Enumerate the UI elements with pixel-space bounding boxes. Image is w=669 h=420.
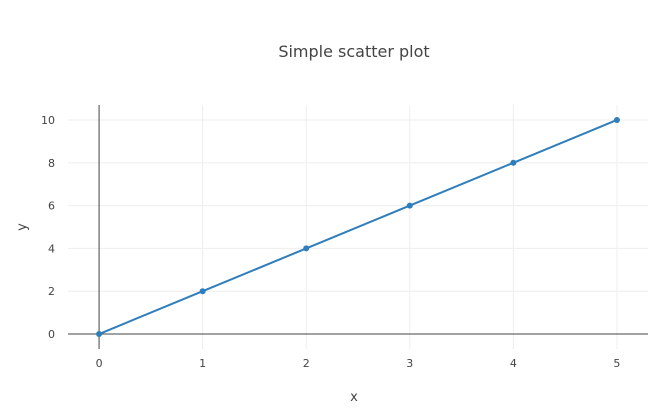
x-tick-label: 4 <box>510 357 517 370</box>
chart-title: Simple scatter plot <box>278 42 429 61</box>
x-tick-label: 3 <box>406 357 413 370</box>
y-tick-label: 2 <box>48 285 55 298</box>
data-point[interactable] <box>303 245 310 252</box>
x-tick-label: 1 <box>199 357 206 370</box>
grid-layer <box>68 105 648 349</box>
x-tick-label: 5 <box>613 357 620 370</box>
x-axis-title: x <box>350 390 358 405</box>
series-layer <box>96 116 620 338</box>
y-axis-title: y <box>15 223 30 231</box>
y-tick-label: 0 <box>48 328 55 341</box>
series-line <box>98 119 618 335</box>
y-tick-label: 4 <box>48 242 55 255</box>
data-point[interactable] <box>406 202 413 209</box>
axis-layer <box>68 105 648 349</box>
data-point[interactable] <box>613 116 620 123</box>
y-tick-label: 10 <box>41 114 55 127</box>
data-point[interactable] <box>510 159 517 166</box>
tick-layer: 0 1 2 3 4 5 0 2 4 6 8 10 <box>41 114 620 370</box>
y-tick-label: 8 <box>48 157 55 170</box>
y-tick-label: 6 <box>48 200 55 213</box>
x-tick-label: 2 <box>303 357 310 370</box>
data-point[interactable] <box>199 288 206 295</box>
x-tick-label: 0 <box>96 357 103 370</box>
data-point[interactable] <box>96 331 103 338</box>
